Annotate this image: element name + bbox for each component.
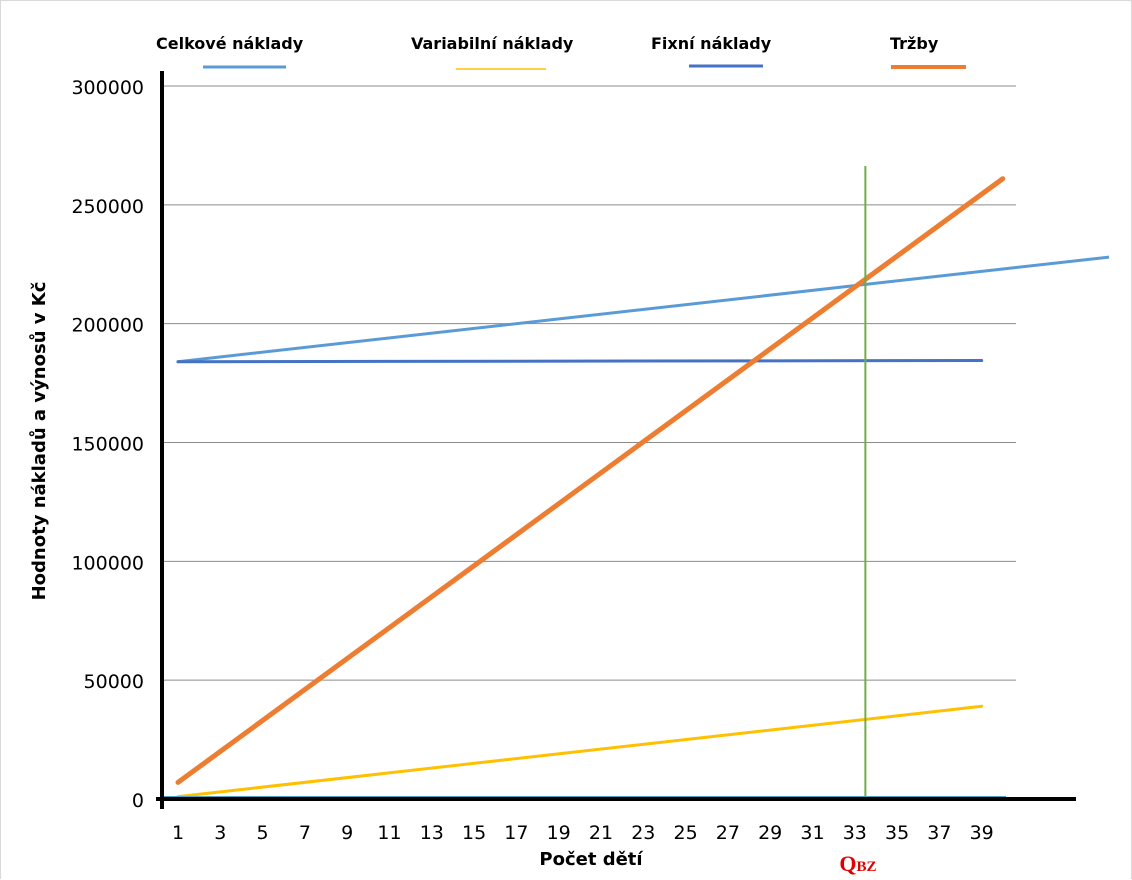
x-tick-label: 13 [420,822,444,844]
series-line [176,267,1005,364]
x-tick-label: 37 [927,822,951,844]
x-tick-label: 33 [843,822,867,844]
x-tick-label: 29 [758,822,782,844]
x-tick-label: 35 [885,822,909,844]
x-tick-label: 7 [299,822,311,844]
x-tick-label: 17 [504,822,528,844]
x-axis-title: Počet dětí [539,849,643,870]
series-line [176,359,984,364]
legend-label: Celkové náklady [156,34,304,53]
x-tick-label: 31 [800,822,824,844]
x-tick-label: 25 [674,822,698,844]
y-tick-label: 0 [132,790,144,812]
series-line-extension [1002,255,1110,271]
series-line [175,176,1006,785]
x-tick-label: 11 [377,822,401,844]
break-even-label-subscript: BZ [857,859,877,875]
x-tick-label: 3 [214,822,226,844]
x-tick-label: 9 [341,822,353,844]
y-axis-title: Hodnoty nákladů a výnosů v Kč [28,282,50,601]
y-tick-label: 100000 [71,552,144,574]
x-tick-label: 21 [589,822,613,844]
x-tick-label: 15 [462,822,486,844]
y-tick-label: 50000 [84,671,144,693]
legend-label: Tržby [890,34,939,53]
y-tick-label: 250000 [71,196,144,218]
x-tick-label: 39 [970,822,994,844]
legend-label: Variabilní náklady [411,34,574,53]
y-tick-label: 200000 [71,315,144,337]
break-even-label: QBZ [839,851,876,876]
x-tick-label: 1 [172,822,184,844]
y-tick-label: 300000 [71,77,144,99]
x-tick-label: 19 [547,822,571,844]
series-line [176,704,984,799]
y-tick-label: 150000 [71,434,144,456]
legend-label: Fixní náklady [651,34,772,53]
x-tick-label: 23 [631,822,655,844]
x-tick-label: 5 [257,822,269,844]
x-tick-label: 27 [716,822,740,844]
